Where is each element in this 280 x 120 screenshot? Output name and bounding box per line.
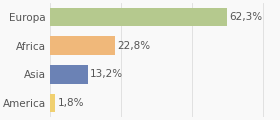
Bar (50, 8, 227, 26)
Text: 62,3%: 62,3% (229, 12, 262, 22)
Text: 22,8%: 22,8% (117, 41, 150, 51)
Bar (50, 36, 115, 55)
Bar (50, 65, 88, 84)
Text: 13,2%: 13,2% (90, 69, 123, 79)
Text: 1,8%: 1,8% (57, 98, 84, 108)
Bar (50, 94, 55, 112)
